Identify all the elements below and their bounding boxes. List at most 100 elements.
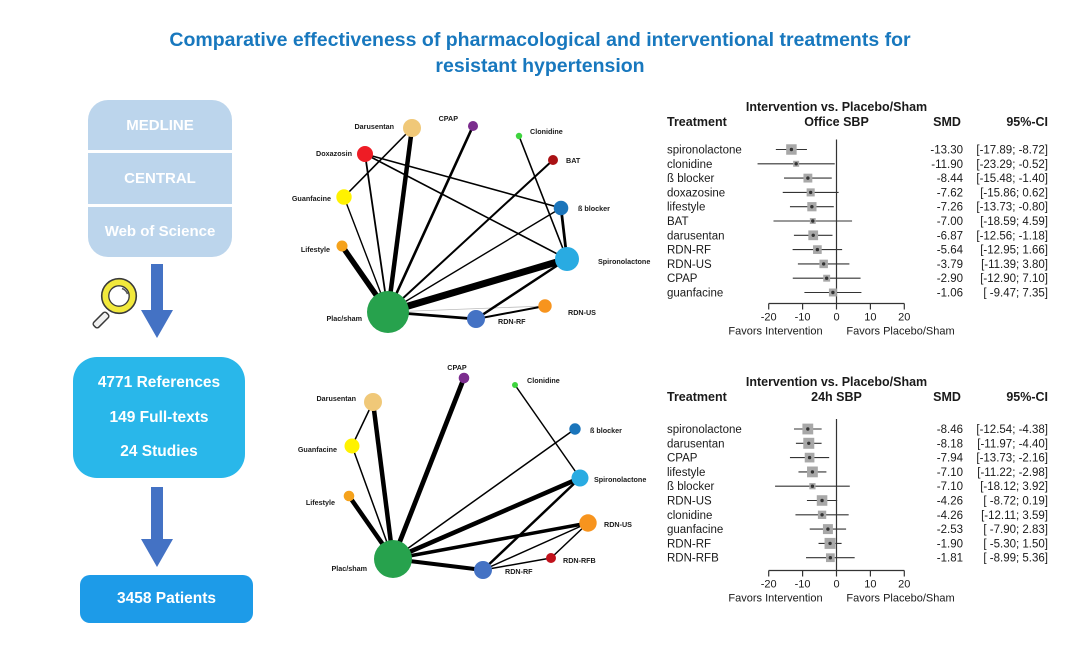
row-treatment: ß blocker [667, 481, 714, 493]
node-lifestyle [336, 240, 348, 252]
node-label-clonidine: Clonidine [527, 376, 560, 385]
row-smd: -1.81 [937, 553, 963, 565]
forest-row-spironolactone: spironolactone -8.46 [-12.54; -4.38] [667, 423, 1048, 436]
patients-box: 3458 Patients [80, 575, 253, 623]
point-estimate [831, 290, 835, 295]
node-label-darusentan: Darusentan [354, 122, 394, 131]
node-bat [548, 155, 558, 165]
node-label-guanfacine: Guanfacine [298, 445, 337, 454]
node-label-rdn-us: RDN-US [568, 308, 596, 317]
forest-header: Intervention vs. Placebo/Sham [746, 100, 927, 114]
row-ci: [ -8.72; 0.19] [983, 496, 1048, 508]
point-estimate [806, 176, 810, 180]
row-treatment: spironolactone [667, 424, 742, 436]
forest-row-guanfacine: guanfacine -2.53 [ -7.90; 2.83] [667, 524, 1048, 536]
point-estimate [811, 219, 815, 223]
edge-spironolactone-rdn-rf [482, 477, 581, 571]
node-label--blocker: ß blocker [590, 426, 622, 435]
point-estimate [826, 527, 830, 531]
forest-row--blocker: ß blocker -8.44 [-15.48; -1.40] [667, 173, 1048, 185]
row-smd: -7.94 [937, 453, 964, 465]
row-treatment: BAT [667, 216, 689, 228]
row-treatment: spironolactone [667, 145, 742, 157]
edge-clonidine-spironolactone [514, 384, 581, 479]
forest-row--blocker: ß blocker -7.10 [-18.12; 3.92] [667, 481, 1048, 493]
node-clonidine [515, 132, 523, 140]
row-smd: -7.00 [937, 216, 963, 228]
row-treatment: CPAP [667, 453, 698, 465]
node-label-plac-sham: Plac/sham [326, 314, 362, 323]
edge-spironolactone-doxazosin [364, 153, 568, 260]
row-smd: -2.90 [937, 273, 963, 285]
forest-row-darusentan: darusentan -8.18 [-11.97; -4.40] [667, 437, 1048, 450]
row-ci: [-23.29; -0.52] [976, 159, 1048, 171]
col-outcome: Office SBP [804, 115, 869, 129]
row-treatment: ß blocker [667, 173, 714, 185]
point-estimate [820, 513, 824, 517]
forest-row-clonidine: clonidine -11.90 [-23.29; -0.52] [667, 159, 1048, 171]
node-darusentan [403, 119, 421, 137]
x-tick-label: -20 [761, 579, 777, 591]
col-treatment: Treatment [667, 390, 728, 404]
row-smd: -7.26 [937, 202, 963, 214]
row-treatment: lifestyle [667, 467, 705, 479]
point-estimate [828, 556, 833, 560]
node-rdn-rf [467, 310, 485, 328]
x-tick-label: 10 [864, 579, 876, 591]
point-estimate [810, 205, 814, 209]
row-ci: [-18.12; 3.92] [980, 481, 1048, 493]
point-estimate [820, 498, 824, 503]
point-estimate [821, 262, 826, 266]
point-estimate [810, 484, 815, 488]
point-estimate [811, 233, 815, 237]
row-smd: -4.26 [937, 510, 963, 522]
col-ci: 95%-CI [1006, 115, 1048, 129]
edge-plac-sham-cpap [386, 125, 475, 313]
forest-row-cpap: CPAP -2.90 [-12.90; 7.10] [667, 273, 1048, 285]
col-treatment: Treatment [667, 115, 728, 129]
x-tick-label: 0 [833, 579, 839, 591]
node-label-guanfacine: Guanfacine [292, 194, 331, 203]
node-label-cpap: CPAP [439, 114, 459, 123]
flow-arrow-1 [141, 264, 173, 338]
row-ci: [-11.97; -4.40] [977, 438, 1048, 450]
node-plac-sham [374, 540, 412, 578]
node-spironolactone [555, 247, 579, 271]
row-smd: -7.10 [937, 467, 963, 479]
fulltexts-count: 149 Full-texts [109, 408, 209, 426]
point-estimate [810, 470, 815, 474]
node-clonidine [512, 382, 518, 388]
row-treatment: RDN-US [667, 496, 712, 508]
node-label-clonidine: Clonidine [530, 127, 563, 136]
col-smd: SMD [933, 115, 961, 129]
row-ci: [-15.86; 0.62] [980, 187, 1048, 199]
node-label-rdn-rf: RDN-RF [498, 317, 526, 326]
edge-plac-sham-doxazosin [364, 153, 389, 313]
forest-row-bat: BAT -7.00 [-18.59; 4.59] [667, 216, 1048, 228]
node-label-rdn-us: RDN-US [604, 520, 632, 529]
arrow-shape [141, 264, 173, 338]
node-guanfacine [336, 189, 352, 205]
point-estimate [828, 541, 832, 546]
point-estimate [824, 276, 829, 280]
node--blocker [569, 423, 581, 435]
edge-spironolactone-rdn-rf [475, 257, 568, 321]
row-ci: [-17.89; -8.72] [976, 145, 1048, 157]
node-rdn-us [538, 299, 552, 313]
edge-rdn-rf-rdn-us [475, 305, 546, 320]
node-label-doxazosin: Doxazosin [316, 149, 352, 158]
node-label-spironolactone: Spironolactone [594, 475, 646, 484]
database-medline: MEDLINE [126, 116, 194, 134]
point-estimate [808, 190, 813, 195]
favors-right-label: Favors Placebo/Sham [846, 326, 954, 338]
node-doxazosin [357, 146, 373, 162]
edge-doxazosin--blocker [364, 153, 562, 209]
databases-box: MEDLINE CENTRAL Web of Science [88, 100, 232, 257]
row-ci: [-12.54; -4.38] [976, 424, 1048, 436]
edge-plac-sham-darusentan [370, 401, 396, 560]
edge-plac-sham-spironolactone [392, 475, 581, 562]
x-tick-label: 10 [864, 312, 876, 324]
row-smd: -1.90 [937, 538, 963, 550]
row-ci: [-11.39; 3.80] [981, 259, 1048, 271]
